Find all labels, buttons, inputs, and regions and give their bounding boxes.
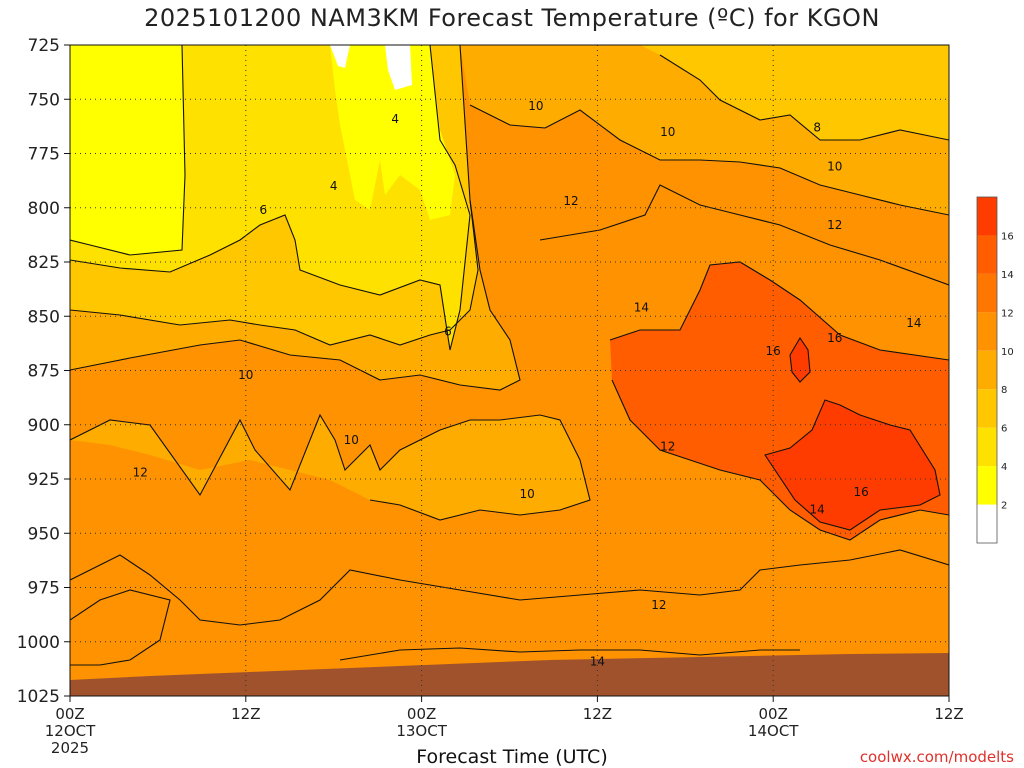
colorbar-swatch	[977, 504, 997, 543]
contour-line	[789, 336, 811, 383]
y-tick-label: 1000	[17, 633, 60, 653]
plot-area: 4 4 6 6 10 10 8 10 12 12 14 14 16 16 10 10 12 12 10 14 16 12 1…	[70, 45, 949, 696]
contour-label: 10	[528, 99, 543, 113]
contour-line	[339, 647, 800, 661]
contour-label: 12	[563, 194, 578, 208]
contour-label: 10	[827, 160, 842, 174]
colorbar-tick-label: 8	[1001, 385, 1007, 396]
colorbar: 2 4 6 8 10 12 14 16	[976, 196, 1014, 544]
contour-label: 6	[260, 203, 268, 217]
contour-line	[764, 399, 941, 531]
y-tick-label: 925	[28, 470, 60, 490]
colorbar-swatch	[977, 197, 997, 236]
contour-line	[70, 45, 471, 351]
colorbar-swatch	[977, 466, 997, 505]
y-axis-ticks: 725 750 775 800 825 850 875 900 925 950 975 1000 102…	[17, 36, 70, 707]
fill-level-16-plus-a	[765, 400, 940, 530]
colorbar-frame	[976, 196, 998, 544]
contour-label: 16	[853, 485, 868, 499]
contour-line	[70, 589, 171, 666]
contour-lines	[70, 45, 949, 666]
colorbar-tick-label: 2	[1001, 501, 1007, 512]
fill-level-10-12-lower	[70, 415, 590, 520]
ground-fill	[70, 653, 949, 696]
contour-line	[609, 261, 949, 361]
x-tick-label: 00Z	[759, 705, 788, 723]
x-tick-label: 2025	[51, 739, 89, 757]
contour-label: 14	[906, 316, 921, 330]
y-tick-label: 800	[28, 199, 60, 219]
contour-line	[70, 45, 186, 256]
y-tick-label: 975	[28, 579, 60, 599]
contour-line	[469, 104, 949, 216]
contour-label: 10	[519, 487, 534, 501]
contour-label: 14	[590, 654, 605, 668]
contour-label: 12	[133, 465, 148, 479]
x-tick-label: 12OCT	[45, 722, 96, 740]
y-tick-label: 1025	[17, 687, 60, 707]
colorbar-swatch	[977, 389, 997, 428]
colorbar-tick-label: 6	[1001, 424, 1007, 435]
y-tick-label: 950	[28, 524, 60, 544]
colorbar-swatch	[977, 427, 997, 467]
x-tick-label: 12Z	[231, 705, 260, 723]
contour-label: 12	[651, 598, 666, 612]
colorbar-tick-label: 16	[1001, 231, 1014, 242]
y-tick-label: 750	[28, 90, 60, 110]
y-tick-label: 725	[28, 36, 60, 56]
grid-lines	[70, 45, 949, 696]
contour-line	[70, 549, 949, 626]
colorbar-tick-label: 14	[1001, 270, 1014, 281]
fill-level-8-10-right	[640, 45, 949, 140]
contour-label: 16	[827, 331, 842, 345]
fill-level-2-4	[330, 45, 412, 90]
y-tick-label: 775	[28, 145, 60, 165]
x-axis-label: Forecast Time (UTC)	[416, 746, 608, 768]
y-tick-label: 875	[28, 362, 60, 382]
contour-label: 4	[330, 179, 338, 193]
contour-label: 10	[344, 433, 359, 447]
fill-level-4-6-b	[330, 45, 455, 220]
contour-label: 12	[660, 439, 675, 453]
contour-line	[539, 184, 949, 286]
x-tick-label: 14OCT	[748, 722, 799, 740]
colorbar-swatch	[977, 235, 997, 274]
colorbar-tick-label: 12	[1001, 308, 1014, 319]
colorbar-swatch	[977, 312, 997, 351]
colorbar-swatch	[977, 273, 997, 313]
contour-label: 12	[827, 218, 842, 232]
x-tick-label: 00Z	[55, 705, 84, 723]
y-tick-label: 850	[28, 307, 60, 327]
contour-labels: 4 4 6 6 10 10 8 10 12 12 14 14 16 16 10 10 12 12 10 14 16 12 1…	[133, 99, 922, 669]
colorbar-swatch	[977, 350, 997, 390]
contour-label: 10	[660, 125, 675, 139]
x-tick-label: 12Z	[583, 705, 612, 723]
credit-link[interactable]: coolwx.com/modelts	[859, 748, 1014, 766]
contour-line	[70, 199, 521, 391]
contour-label: 10	[238, 368, 253, 382]
contour-line	[659, 54, 949, 141]
contour-label: 4	[391, 112, 399, 126]
contour-label: 16	[766, 344, 781, 358]
y-tick-label: 900	[28, 416, 60, 436]
y-tick-label: 825	[28, 253, 60, 273]
contour-line	[611, 379, 949, 541]
chart-title: 2025101200 NAM3KM Forecast Temperature (…	[144, 4, 880, 32]
contour-line	[70, 413, 591, 521]
colorbar-tick-label: 10	[1001, 347, 1014, 358]
x-tick-label: 12Z	[934, 705, 963, 723]
colorbar-tick-label: 4	[1001, 462, 1007, 473]
contour-label: 14	[634, 301, 649, 315]
contour-line	[70, 45, 479, 346]
x-tick-label: 00Z	[407, 705, 436, 723]
contour-label: 8	[813, 120, 821, 134]
fill-level-4-6	[70, 45, 185, 255]
x-tick-label: 13OCT	[396, 722, 447, 740]
contour-label: 6	[444, 324, 452, 338]
contour-label: 14	[810, 502, 825, 516]
